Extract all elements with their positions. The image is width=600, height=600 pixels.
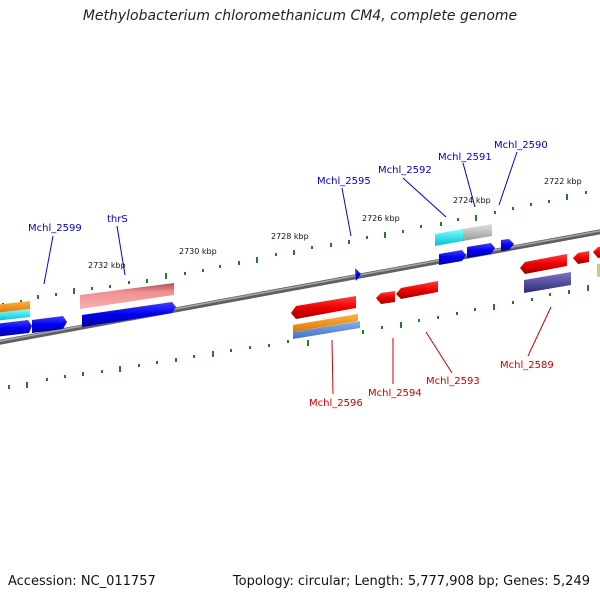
gene-arrow — [0, 309, 30, 321]
gene-arrow — [524, 272, 571, 293]
scale-label: 2728 kbp — [271, 232, 309, 241]
scale-label: 2732 kbp — [88, 261, 126, 270]
gene-arrow — [593, 246, 600, 258]
genome-summary-text: Topology: circular; Length: 5,777,908 bp… — [232, 574, 590, 589]
gene-arrow — [597, 263, 600, 277]
forward-genes — [0, 224, 514, 337]
gene-arrow — [291, 296, 356, 319]
genome-backbone — [0, 229, 600, 345]
gene-label: Mchl_2589 — [500, 360, 554, 371]
scale-label: 2724 kbp — [453, 196, 491, 205]
lower-scale-ticks — [8, 285, 589, 389]
gene-arrow — [467, 243, 495, 258]
gene-label: Mchl_2593 — [426, 376, 480, 387]
upper-scale-ticks — [2, 191, 587, 306]
gene-arrow — [520, 254, 567, 274]
gene-arrow — [501, 239, 514, 251]
gene-arrow — [463, 224, 492, 241]
gene-arrow — [293, 321, 360, 339]
scale-label: 2730 kbp — [179, 247, 217, 256]
bottom-gene-labels: Mchl_2596 Mchl_2594 Mchl_2593 Mchl_2589 — [309, 360, 554, 409]
top-label-lines — [43, 151, 518, 285]
gene-label: Mchl_2595 — [317, 176, 371, 187]
gene-arrow — [32, 316, 67, 333]
gene-label: Mchl_2591 — [438, 152, 492, 163]
gene-arrow — [573, 251, 589, 264]
gene-label: Mchl_2596 — [309, 398, 363, 409]
gene-arrow — [439, 250, 466, 265]
scale-labels: 2722 kbp 2724 kbp 2726 kbp 2728 kbp 2730… — [88, 177, 582, 270]
gene-arrow — [82, 302, 176, 327]
scale-label: 2726 kbp — [362, 214, 400, 223]
gene-label: Mchl_2594 — [368, 388, 422, 399]
scale-label: 2722 kbp — [544, 177, 582, 186]
gene-label: thrS — [107, 214, 128, 225]
top-gene-labels: Mchl_2599 thrS Mchl_2595 Mchl_2592 Mchl_… — [28, 140, 548, 234]
gene-arrow — [376, 291, 395, 304]
gene-arrow — [0, 320, 32, 337]
gene-arrow — [0, 301, 30, 313]
gene-arrow — [293, 314, 358, 332]
gene-label: Mchl_2592 — [378, 165, 432, 176]
gene-label: Mchl_2599 — [28, 223, 82, 234]
bottom-label-lines — [331, 306, 552, 395]
gene-arrow — [355, 268, 361, 281]
gene-arrow — [435, 229, 463, 246]
gene-label: Mchl_2590 — [494, 140, 548, 151]
reverse-genes — [291, 246, 600, 339]
accession-text: Accession: NC_011757 — [8, 574, 156, 589]
map-title: Methylobacterium chloromethanicum CM4, c… — [82, 8, 518, 24]
gene-arrow — [396, 281, 438, 299]
gene-arrow — [80, 283, 174, 309]
